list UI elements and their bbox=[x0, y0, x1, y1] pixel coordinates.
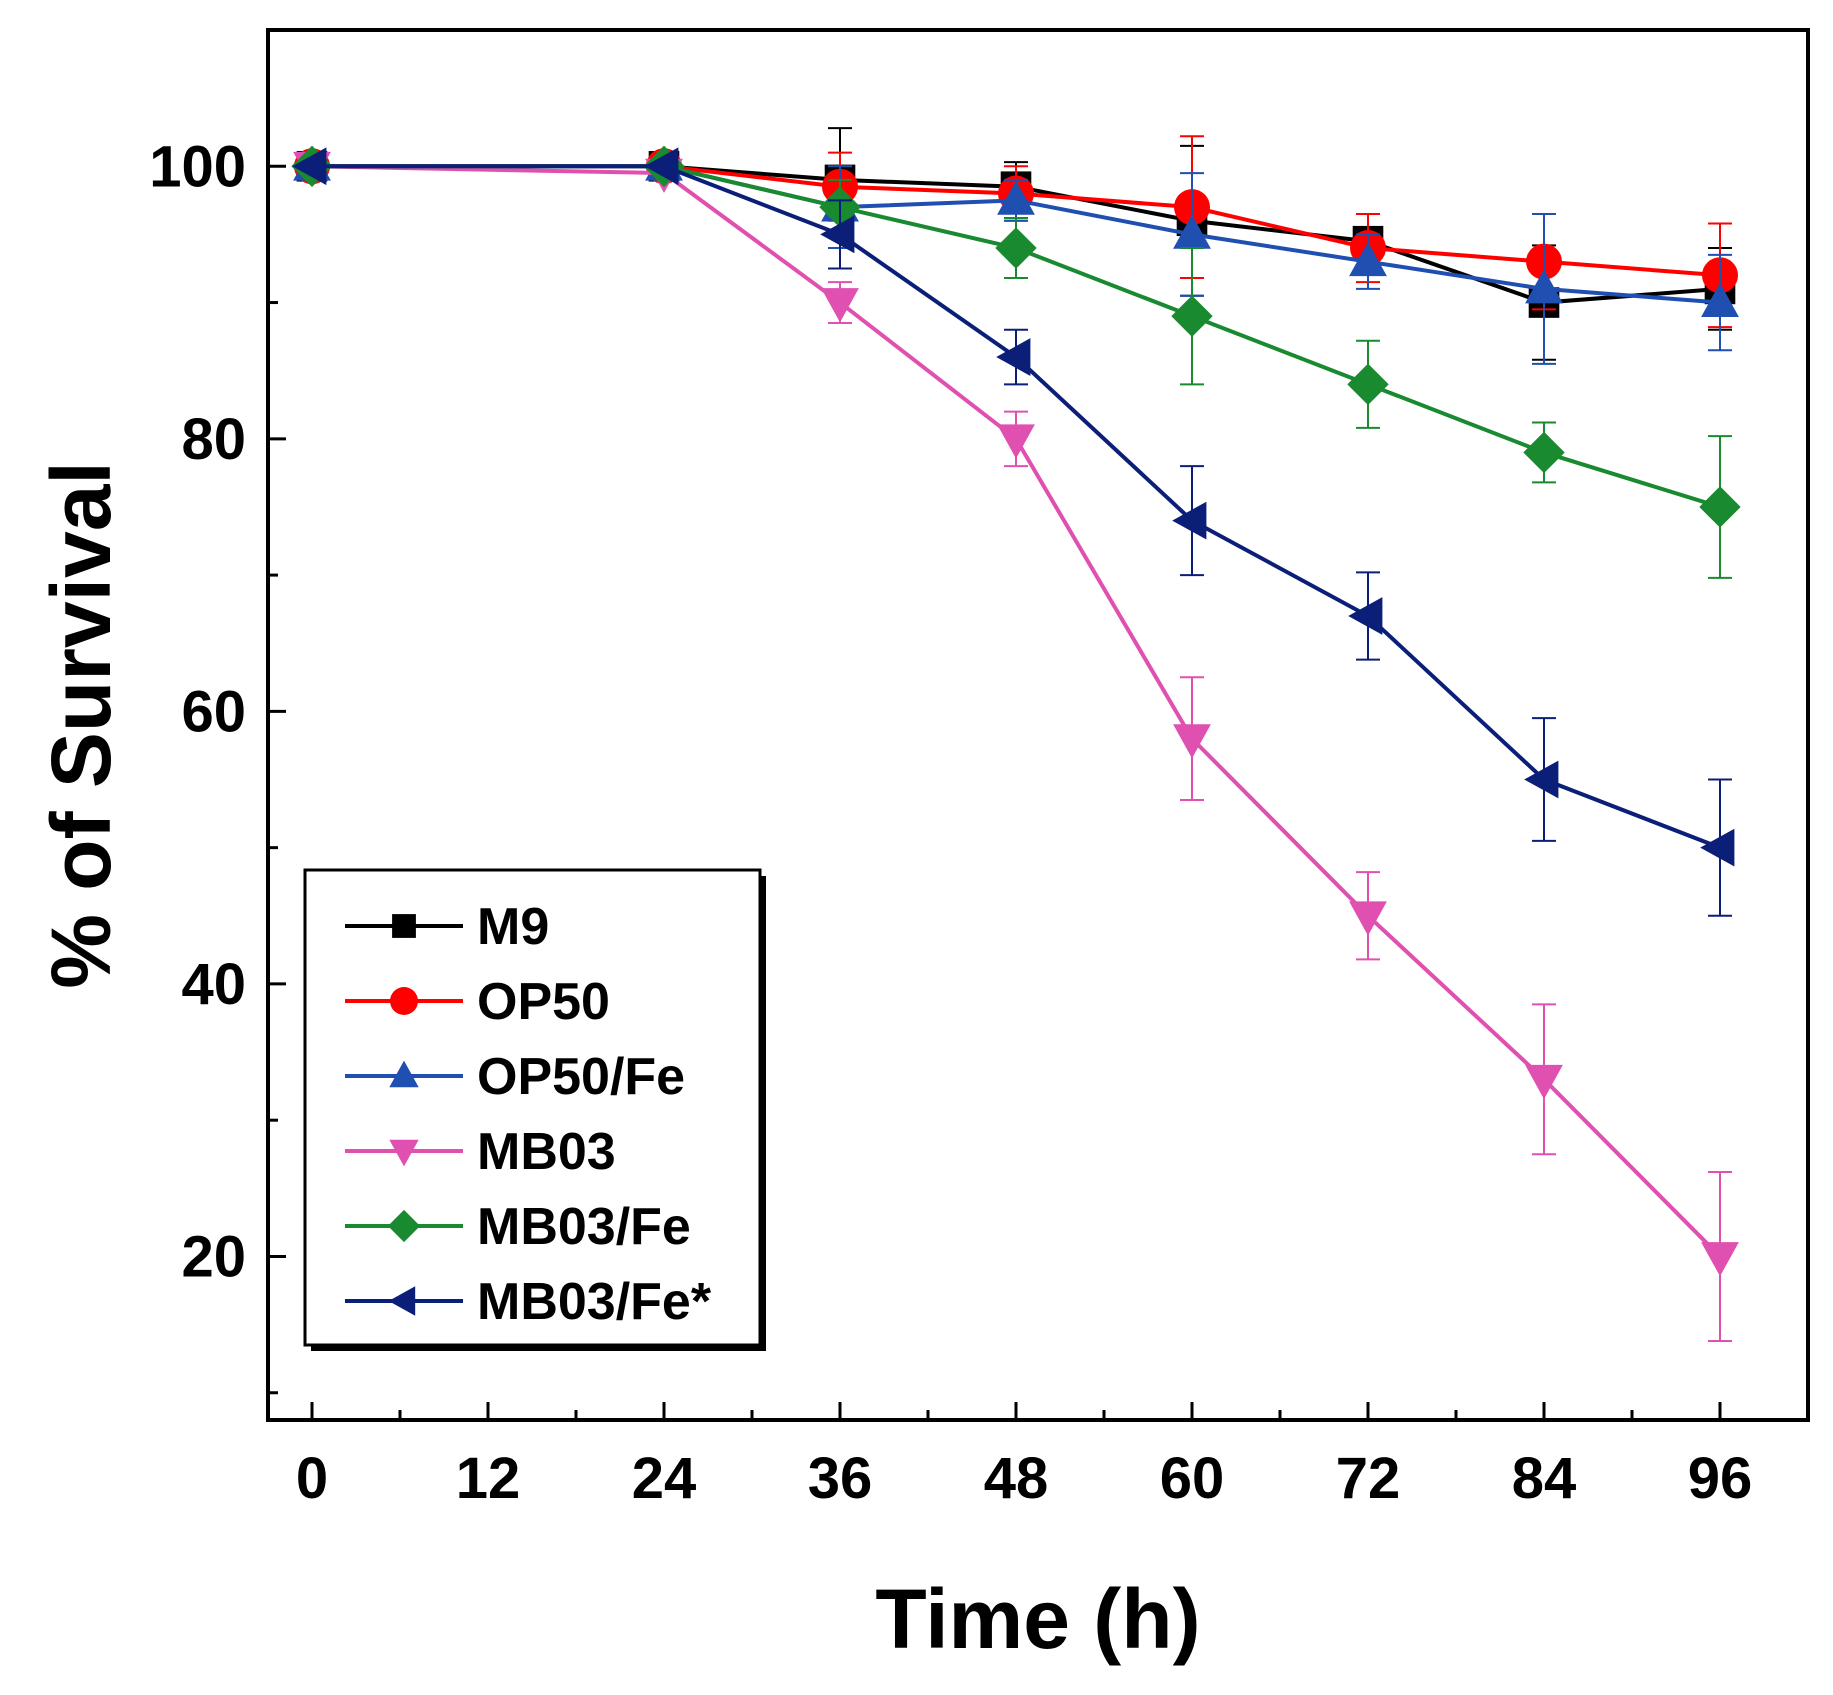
y-tick-labels: 20 40 60 80 100 bbox=[149, 134, 246, 1289]
x-tick-label: 96 bbox=[1688, 1446, 1753, 1511]
legend-label: M9 bbox=[477, 898, 549, 956]
marker-diamond bbox=[1347, 363, 1389, 406]
series-line bbox=[312, 164, 1721, 509]
legend-label: MB03/Fe* bbox=[477, 1273, 712, 1331]
legend-label: OP50/Fe bbox=[477, 1048, 685, 1106]
marker-triangle-left bbox=[1348, 597, 1383, 635]
marker-triangle-up bbox=[1173, 214, 1211, 249]
legend-item: MB03/Fe* bbox=[345, 1273, 712, 1331]
x-tick-labels: 0 12 24 36 48 60 72 84 96 bbox=[296, 1446, 1752, 1511]
marker-triangle-down bbox=[389, 1139, 419, 1167]
x-tick-label: 24 bbox=[632, 1446, 697, 1511]
marker-triangle-down bbox=[1701, 1242, 1739, 1277]
x-tick-label: 72 bbox=[1336, 1446, 1401, 1511]
marker-triangle-left bbox=[644, 147, 679, 186]
marker-triangle-left bbox=[996, 338, 1031, 376]
marker-diamond bbox=[387, 1209, 421, 1243]
plot-frame bbox=[266, 28, 1810, 1422]
series-line bbox=[311, 164, 1722, 1258]
marker-diamond bbox=[1523, 431, 1565, 474]
legend-item: MB03 bbox=[345, 1123, 616, 1181]
legend-label: MB03/Fe bbox=[477, 1198, 691, 1256]
series-layer bbox=[291, 127, 1741, 1342]
x-tick-label: 0 bbox=[296, 1446, 328, 1511]
marker-triangle-down bbox=[1173, 724, 1211, 759]
y-tick-label: 20 bbox=[181, 1224, 246, 1289]
marker-triangle-down bbox=[821, 288, 859, 323]
marker-triangle-left bbox=[1172, 501, 1207, 540]
y-tick-label: 100 bbox=[149, 134, 246, 199]
x-tick-label: 36 bbox=[808, 1446, 873, 1511]
legend-box bbox=[303, 868, 762, 1347]
axis-ticks bbox=[268, 164, 1722, 1420]
x-tick-label: 12 bbox=[456, 1446, 521, 1511]
x-tick-label: 84 bbox=[1512, 1446, 1577, 1511]
series-mb03-fe- bbox=[292, 147, 1735, 917]
marker-diamond bbox=[995, 227, 1037, 269]
marker-triangle-left bbox=[820, 215, 855, 254]
marker-triangle-down bbox=[1525, 1064, 1563, 1100]
x-tick-label: 60 bbox=[1160, 1446, 1225, 1511]
x-axis-title: Time (h) bbox=[875, 1572, 1200, 1666]
series-line bbox=[312, 164, 1721, 850]
marker-triangle-up bbox=[997, 180, 1035, 215]
marker-square bbox=[392, 914, 416, 938]
marker-diamond bbox=[1699, 486, 1741, 528]
y-tick-label: 60 bbox=[181, 679, 246, 744]
marker-triangle-up bbox=[389, 1060, 419, 1088]
legend-item: M9 bbox=[345, 898, 549, 956]
legend-label: MB03 bbox=[477, 1123, 616, 1181]
marker-triangle-up bbox=[1349, 241, 1387, 277]
marker-triangle-down bbox=[1349, 901, 1387, 936]
marker-circle bbox=[390, 987, 418, 1015]
series-line bbox=[312, 164, 1721, 278]
marker-triangle-up bbox=[1525, 269, 1563, 304]
legend-item: OP50 bbox=[345, 973, 610, 1031]
marker-triangle-down bbox=[997, 424, 1035, 459]
x-tick-label: 48 bbox=[984, 1446, 1049, 1511]
marker-triangle-left bbox=[1524, 760, 1559, 799]
legend: M9 OP50 OP50/Fe MB03 MB03/Fe MB03/Fe* bbox=[303, 868, 766, 1351]
y-tick-label: 80 bbox=[181, 407, 246, 472]
marker-triangle-left bbox=[388, 1286, 416, 1316]
marker-diamond bbox=[1171, 295, 1213, 337]
y-tick-label: 40 bbox=[181, 952, 246, 1017]
marker-triangle-left bbox=[1700, 828, 1735, 867]
legend-label: OP50 bbox=[477, 973, 610, 1031]
marker-triangle-left bbox=[292, 147, 327, 186]
legend-item: MB03/Fe bbox=[345, 1198, 691, 1256]
marker-triangle-up bbox=[1701, 282, 1739, 317]
legend-item: OP50/Fe bbox=[345, 1048, 685, 1106]
y-axis-title: % of Survival bbox=[34, 461, 128, 989]
